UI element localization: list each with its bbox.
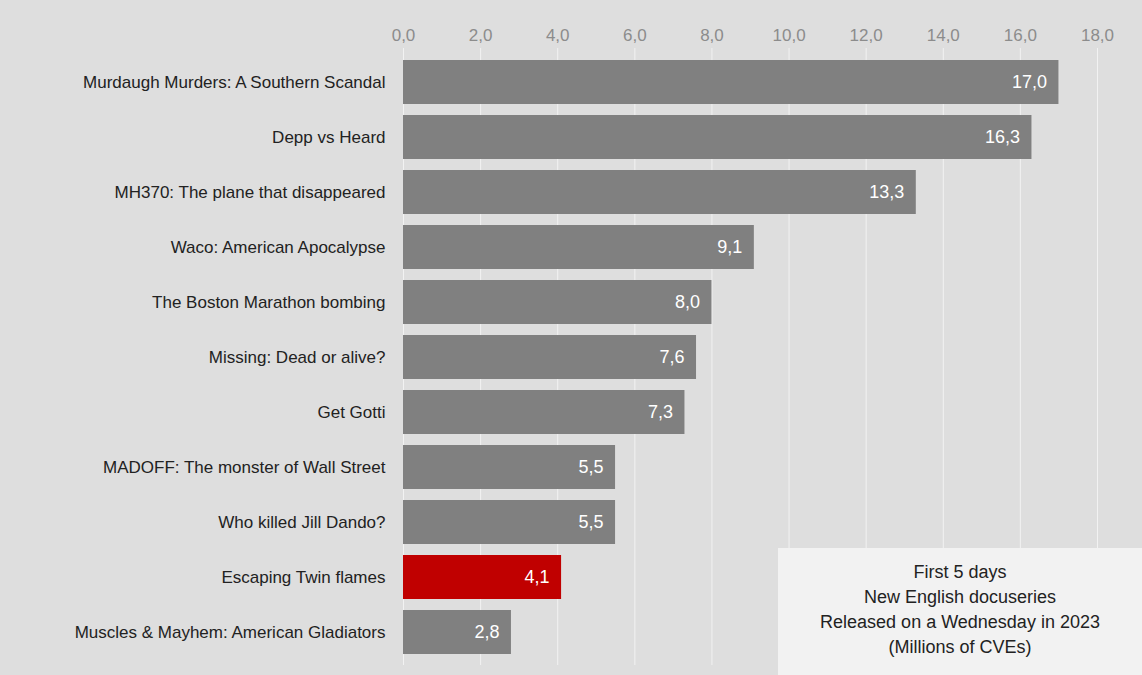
svg-text:2,8: 2,8 — [474, 622, 499, 642]
svg-text:Waco: American Apocalypse: Waco: American Apocalypse — [171, 238, 386, 257]
svg-text:13,3: 13,3 — [869, 182, 904, 202]
svg-text:MH370: The plane that disappea: MH370: The plane that disappeared — [115, 183, 386, 202]
svg-text:2,0: 2,0 — [469, 26, 493, 45]
svg-text:8,0: 8,0 — [675, 292, 700, 312]
svg-text:MADOFF: The monster of Wall St: MADOFF: The monster of Wall Street — [103, 458, 386, 477]
svg-text:5,5: 5,5 — [579, 512, 604, 532]
svg-text:The Boston Marathon bombing: The Boston Marathon bombing — [152, 293, 385, 312]
svg-text:10,0: 10,0 — [773, 26, 806, 45]
svg-text:Escaping Twin flames: Escaping Twin flames — [221, 568, 385, 587]
svg-text:18,0: 18,0 — [1081, 26, 1114, 45]
svg-text:Missing: Dead or alive?: Missing: Dead or alive? — [209, 348, 386, 367]
svg-text:4,1: 4,1 — [525, 567, 550, 587]
html-text:Released on a Wednesday in 202: Released on a Wednesday in 2023 — [820, 612, 1100, 632]
svg-text:16,0: 16,0 — [1004, 26, 1037, 45]
svg-text:7,6: 7,6 — [659, 347, 684, 367]
svg-text:17,0: 17,0 — [1012, 72, 1047, 92]
svg-text:0,0: 0,0 — [392, 26, 416, 45]
html-text:First 5 days: First 5 days — [913, 562, 1007, 582]
html-text:New English docuseries: New English docuseries — [864, 587, 1056, 607]
svg-text:5,5: 5,5 — [579, 457, 604, 477]
svg-text:12,0: 12,0 — [850, 26, 883, 45]
svg-text:Who killed Jill Dando?: Who killed Jill Dando? — [218, 513, 385, 532]
svg-text:4,0: 4,0 — [546, 26, 570, 45]
svg-text:Murdaugh Murders: A Southern S: Murdaugh Murders: A Southern Scandal — [83, 73, 385, 92]
svg-text:6,0: 6,0 — [623, 26, 647, 45]
svg-text:Depp vs Heard: Depp vs Heard — [272, 128, 385, 147]
svg-text:Muscles & Mayhem: American Gla: Muscles & Mayhem: American Gladiators — [75, 623, 386, 642]
svg-text:8,0: 8,0 — [700, 26, 724, 45]
svg-text:Get Gotti: Get Gotti — [317, 403, 385, 422]
svg-text:16,3: 16,3 — [985, 127, 1020, 147]
html-text:(Millions of CVEs): (Millions of CVEs) — [888, 637, 1032, 657]
svg-text:9,1: 9,1 — [717, 237, 742, 257]
svg-text:14,0: 14,0 — [927, 26, 960, 45]
svg-text:7,3: 7,3 — [648, 402, 673, 422]
